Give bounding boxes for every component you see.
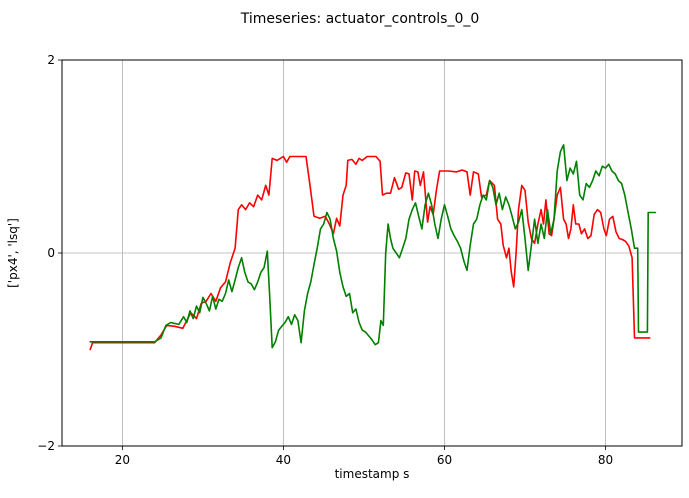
- series-group: [89, 144, 657, 351]
- y-axis-label: ['px4', 'lsq']: [6, 218, 20, 288]
- x-tick-label: 80: [598, 453, 613, 467]
- x-tick-label: 40: [276, 453, 291, 467]
- series-line-1: [89, 155, 651, 351]
- y-tick-label: 0: [47, 246, 55, 260]
- y-tick-label: −2: [37, 439, 55, 453]
- x-axis-label: timestamp s: [335, 467, 410, 481]
- grid: [62, 60, 682, 446]
- x-tick-label: 60: [437, 453, 452, 467]
- y-tick-label: 2: [47, 53, 55, 67]
- series-line-2: [89, 144, 657, 349]
- x-tick-label: 20: [115, 453, 130, 467]
- axis-ticks: 20 40 60 80 −2 0 2: [37, 53, 613, 467]
- chart-title: Timeseries: actuator_controls_0_0: [240, 11, 480, 27]
